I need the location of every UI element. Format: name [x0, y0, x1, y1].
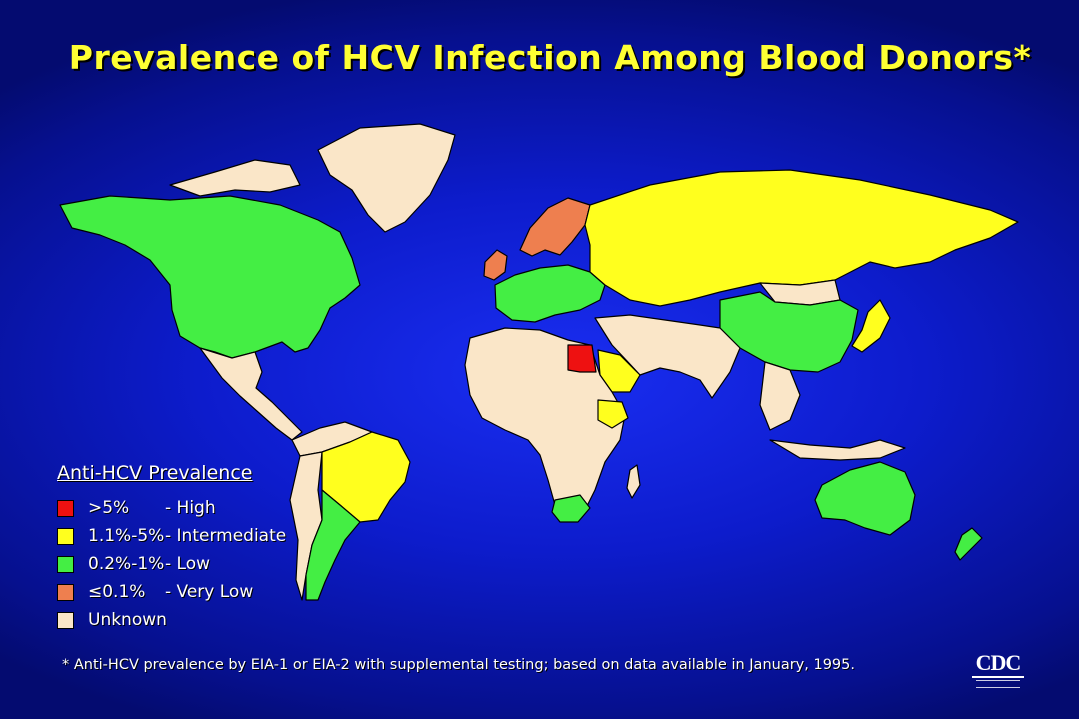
region-north-america: [59, 195, 361, 359]
legend-range: 1.1%-5%: [88, 526, 165, 546]
legend-label: - High: [165, 498, 216, 518]
legend-item-intermediate: 1.1%-5% - Intermediate: [57, 522, 286, 550]
legend-swatch-high: [57, 499, 74, 517]
region-uk: [483, 249, 508, 281]
region-africa: [464, 327, 626, 521]
legend-label: - Intermediate: [165, 526, 287, 546]
region-greenland: [317, 123, 456, 233]
legend-swatch-very-low: [57, 583, 74, 601]
cdc-logo: CDC: [970, 652, 1026, 688]
region-japan: [851, 299, 891, 353]
region-mexico-central-america: [199, 347, 303, 441]
legend-item-unknown: Unknown: [57, 606, 286, 634]
legend-label: Unknown: [88, 610, 167, 630]
region-new-zealand: [954, 527, 983, 561]
legend-item-high: >5% - High: [57, 494, 286, 522]
legend-swatch-intermediate: [57, 527, 74, 545]
logo-subtext-rule: [976, 680, 1020, 688]
region-arctic-canada: [169, 159, 301, 197]
region-egypt: [567, 344, 597, 373]
region-europe: [494, 264, 606, 323]
legend-range: ≤0.1%: [88, 582, 146, 602]
region-south-africa: [551, 494, 591, 523]
map-title: Prevalence of HCV Infection Among Blood …: [68, 38, 1032, 77]
legend-item-low: 0.2%-1% - Low: [57, 550, 286, 578]
region-southeast-asia: [759, 361, 801, 431]
region-china: [719, 291, 859, 373]
legend-swatch-low: [57, 555, 74, 573]
region-australia: [814, 461, 916, 536]
legend-title: Anti-HCV Prevalence: [57, 462, 253, 484]
logo-rule: [972, 676, 1024, 678]
region-ethiopia: [597, 399, 629, 429]
legend-item-very-low: ≤0.1% - Very Low: [57, 578, 286, 606]
region-madagascar: [626, 464, 641, 499]
region-scandinavia: [519, 197, 591, 257]
legend-range: >5%: [88, 498, 130, 518]
legend-swatch-unknown: [57, 611, 74, 629]
footnote: * Anti-HCV prevalence by EIA-1 or EIA-2 …: [62, 657, 855, 673]
legend-label: - Low: [165, 554, 211, 574]
region-indonesia: [769, 439, 906, 461]
legend-range: 0.2%-1%: [88, 554, 165, 574]
legend-label: - Very Low: [165, 582, 254, 602]
region-argentina: [305, 489, 361, 601]
map-legend: Anti-HCV Prevalence >5% - High 1.1%-5% -…: [57, 462, 286, 634]
region-russia: [584, 169, 1019, 307]
logo-text: CDC: [975, 650, 1022, 675]
